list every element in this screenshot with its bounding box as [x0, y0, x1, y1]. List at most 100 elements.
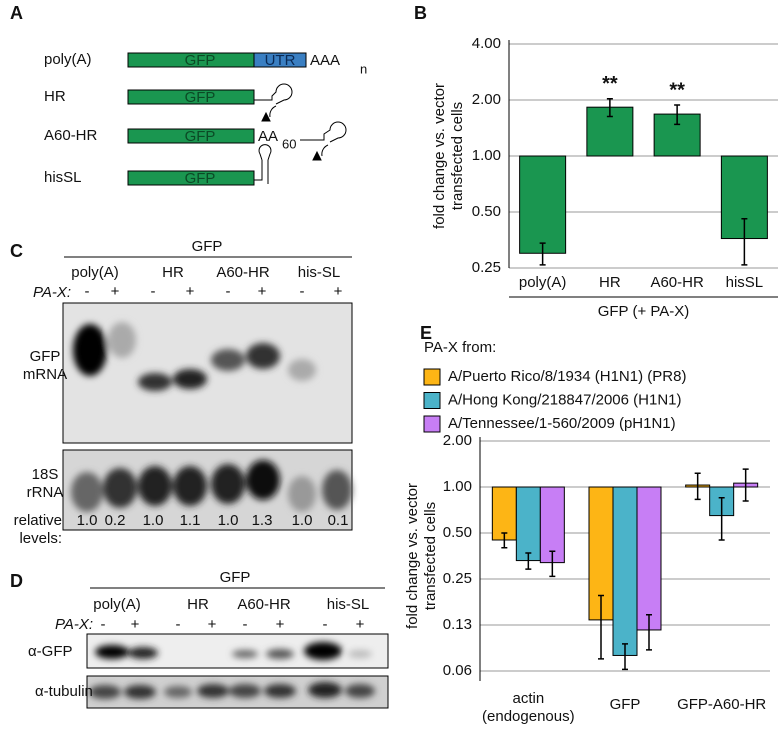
y-tick-label: 1.00: [472, 147, 501, 164]
y-tick-label: 0.06: [443, 662, 472, 679]
relative-level: 0.1: [328, 512, 349, 529]
relative-level: 1.0: [77, 512, 98, 529]
bands: [89, 642, 375, 699]
error-bar: [549, 550, 556, 578]
lane-label: his-SL: [327, 596, 370, 613]
bands: [71, 322, 352, 512]
lane-label: HR: [162, 264, 184, 281]
tail-subscript: 60: [282, 136, 296, 151]
pax-sign: +: [131, 616, 140, 633]
error-bar: [525, 552, 532, 570]
group-label: GFP: [220, 569, 251, 586]
tail-label: AAA: [310, 52, 340, 69]
y-axis-title: fold change vs. vector: [404, 483, 421, 629]
y-axis-title: transfected cells: [422, 502, 439, 610]
error-bar: [622, 643, 628, 671]
construct-label: hisSL: [44, 169, 82, 186]
levels-label: relative levels:: [13, 512, 62, 547]
relative-level: 0.2: [105, 512, 126, 529]
x-tick-label: HR: [599, 274, 621, 291]
bar: [491, 486, 517, 541]
x-tick-label: actin (endogenous): [482, 690, 575, 725]
y-tick-label: 0.50: [443, 524, 472, 541]
panel-letter: A: [10, 3, 23, 23]
pax-label: PA-X:: [33, 284, 71, 301]
legend-swatch: [423, 415, 441, 433]
bar: [636, 486, 662, 631]
construct-label: poly(A): [44, 51, 92, 68]
pax-sign: -: [323, 616, 328, 633]
error-bar: [674, 104, 681, 126]
y-tick-label: 0.13: [443, 616, 472, 633]
row-label: α-GFP: [28, 643, 73, 660]
tail-subscript: n: [360, 61, 367, 76]
gfp-box-label: GFP: [185, 170, 216, 187]
legend-label: A/Puerto Rico/8/1934 (H1N1) (PR8): [448, 368, 686, 385]
tail-label: AA: [258, 128, 278, 145]
y-tick-label: 0.25: [443, 570, 472, 587]
pax-sign: +: [208, 616, 217, 633]
legend-swatch: [423, 368, 441, 386]
lane-label: poly(A): [71, 264, 119, 281]
utr-label: UTR: [265, 52, 296, 69]
y-tick-label: 0.50: [472, 203, 501, 220]
pax-sign: +: [258, 283, 267, 300]
row-label: 18S rRNA: [26, 466, 64, 501]
label-box: relative levels:: [13, 512, 62, 547]
legend-label: A/Tennessee/1-560/2009 (pH1N1): [448, 415, 676, 432]
y-tick-label: 0.25: [472, 259, 501, 276]
lane-label: HR: [187, 596, 209, 613]
x-tick-label: A60-HR: [650, 274, 704, 291]
pax-sign: -: [226, 283, 231, 300]
significance-annotation: **: [602, 73, 618, 95]
lane-label: A60-HR: [237, 596, 291, 613]
construct-label: A60-HR: [44, 127, 98, 144]
pax-label: PA-X:: [55, 616, 93, 633]
legend-swatch: [423, 392, 441, 409]
label-box: 18S rRNA: [26, 466, 64, 501]
pax-sign: -: [101, 616, 106, 633]
error-bar: [539, 242, 546, 266]
panel-letter: D: [10, 571, 23, 591]
construct-diagrams: [127, 52, 347, 186]
y-axis-title: fold change vs. vector: [431, 83, 448, 229]
lane-label: poly(A): [93, 596, 141, 613]
construct-label: HR: [44, 88, 66, 105]
bar: [515, 486, 541, 562]
pax-sign: -: [151, 283, 156, 300]
bar: [519, 155, 567, 254]
error-bar: [742, 468, 749, 502]
pax-sign: -: [300, 283, 305, 300]
x-tick-label: GFP: [609, 696, 641, 713]
pax-sign: +: [334, 283, 343, 300]
x-tick-label: hisSL: [726, 274, 764, 291]
significance-annotation: **: [669, 79, 685, 101]
relative-level: 1.1: [180, 512, 201, 529]
y-tick-label: 2.00: [443, 432, 472, 449]
group-label: GFP: [192, 238, 223, 255]
legend-label: A/Hong Kong/218847/2006 (H1N1): [448, 391, 682, 408]
panel-letter: E: [420, 323, 432, 343]
error-bar: [606, 98, 613, 118]
pax-sign: -: [85, 283, 90, 300]
relative-level: 1.0: [218, 512, 239, 529]
relative-level: 1.3: [252, 512, 273, 529]
gfp-box-label: GFP: [185, 52, 216, 69]
lane-label: A60-HR: [216, 264, 270, 281]
error-bar: [646, 613, 652, 651]
pax-sign: +: [276, 616, 285, 633]
x-tick-label: GFP-A60-HR: [677, 696, 767, 713]
y-tick-label: 1.00: [443, 478, 472, 495]
row-label: α-tubulin: [35, 683, 93, 700]
error-bar: [718, 497, 725, 541]
panel-letter: C: [10, 241, 23, 261]
bar: [539, 486, 565, 564]
label-box: GFP: [609, 696, 641, 713]
pax-sign: -: [176, 616, 181, 633]
error-bar: [694, 472, 701, 501]
pax-sign: +: [356, 616, 365, 633]
relative-level: 1.0: [292, 512, 313, 529]
gfp-box-label: GFP: [185, 89, 216, 106]
pax-sign: -: [243, 616, 248, 633]
x-axis-title: GFP (+ PA-X): [598, 303, 690, 320]
